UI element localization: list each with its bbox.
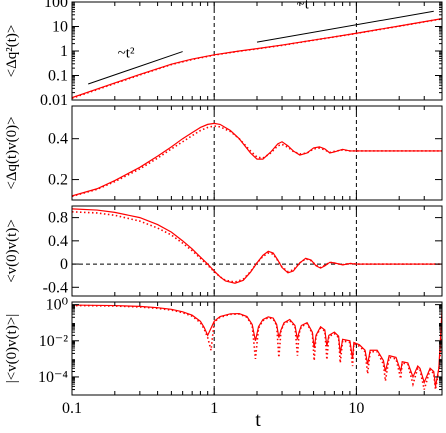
series-line-solid bbox=[72, 208, 442, 284]
series-line-dotted bbox=[72, 211, 442, 283]
y-tick-label: 10⁻² bbox=[39, 333, 68, 350]
panel-dqv: 0.2 0.4 <Δq(t)v(0)> bbox=[4, 105, 443, 201]
x-tick-label: 1 bbox=[210, 400, 218, 417]
y-axis-label: <Δq(t)v(0)> bbox=[4, 116, 20, 189]
series-group bbox=[72, 208, 442, 284]
panel-vacf: -0.4 0 0.4 0.8 <v(0)v(t)> bbox=[4, 205, 443, 297]
y-tick-label: 100 bbox=[44, 0, 68, 11]
y-axis-label: <Δq²(t)> bbox=[4, 25, 20, 78]
plot-root: ~t²~t0.010.1110100<Δq²(t)>0.20.4<Δq(t)v(… bbox=[4, 0, 443, 417]
series-line-dotted bbox=[72, 18, 442, 99]
series-line-dotted bbox=[72, 125, 442, 198]
y-tick-label: 0 bbox=[60, 256, 68, 273]
y-tick-label: 0.1 bbox=[48, 68, 68, 85]
series-group bbox=[72, 304, 442, 390]
power-law-guide-line bbox=[88, 51, 183, 85]
panel-frame bbox=[71, 105, 443, 201]
y-tick-label: 1 bbox=[60, 43, 68, 60]
y-tick-label: 0.8 bbox=[48, 210, 68, 227]
panel-abs_vacf: 10⁻⁴ 10⁻² 10⁰ |<v(0)v(t)>| bbox=[4, 297, 443, 396]
panel-frame bbox=[71, 205, 443, 297]
y-axis-label: <v(0)v(t)> bbox=[4, 219, 20, 283]
y-tick-label: 0.4 bbox=[48, 233, 68, 250]
y-tick-label: 10⁰ bbox=[46, 297, 68, 314]
y-tick-label: 10⁻⁴ bbox=[38, 369, 68, 386]
power-law-guide-line bbox=[256, 10, 434, 43]
series-line-solid bbox=[72, 304, 442, 387]
y-tick-label: -0.4 bbox=[43, 279, 68, 296]
x-axis-label: t bbox=[255, 409, 261, 431]
annotation-label: ~t² bbox=[118, 45, 135, 61]
panel-frame bbox=[71, 301, 443, 396]
series-group bbox=[72, 122, 442, 198]
series-line-dotted bbox=[72, 304, 442, 390]
x-tick-label: 10 bbox=[348, 400, 364, 417]
y-tick-label: 10 bbox=[52, 19, 68, 36]
y-tick-label: 0.01 bbox=[40, 92, 68, 109]
y-axis-label: |<v(0)v(t)>| bbox=[4, 314, 20, 384]
y-tick-label: 0.2 bbox=[48, 172, 68, 189]
series-group bbox=[72, 18, 442, 99]
series-line-solid bbox=[72, 122, 442, 197]
y-tick-label: 0.4 bbox=[48, 131, 68, 148]
x-tick-label: 0.1 bbox=[62, 400, 82, 417]
